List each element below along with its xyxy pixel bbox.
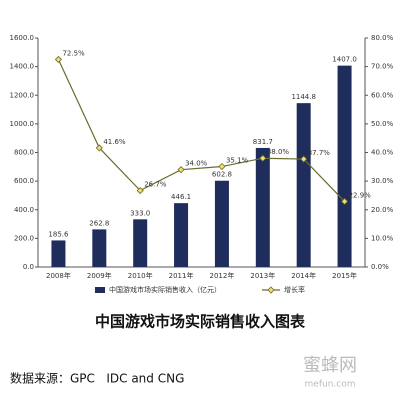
y-tick-label: 400.0	[14, 206, 34, 214]
y2-tick-label: 40.0%	[371, 149, 394, 157]
y-tick-label: 600.0	[14, 177, 34, 185]
bar	[255, 147, 270, 267]
x-tick-label: 2008年	[46, 271, 71, 280]
y-tick-label: 1400.0	[10, 63, 35, 71]
marker	[218, 162, 226, 171]
line-label: 41.6%	[103, 138, 126, 146]
x-tick-label: 2013年	[250, 271, 275, 280]
bar-label: 262.8	[89, 219, 109, 227]
bar	[51, 240, 66, 267]
line	[57, 59, 345, 202]
chart-title: 中国游戏市场实际销售收入图表	[95, 313, 306, 331]
y-tick-label: 200.0	[14, 234, 34, 242]
y-tick-label: 0.0	[23, 263, 34, 271]
line-label: 26.7%	[144, 181, 167, 189]
marker	[177, 166, 185, 174]
line-label: 38.0%	[267, 148, 290, 156]
legend-marker	[267, 286, 275, 294]
bar	[214, 180, 229, 267]
y2-tick-label: 10.0%	[371, 234, 394, 242]
y2-tick-label: 30.0%	[371, 177, 394, 185]
marker	[136, 187, 144, 195]
x-tick-label: 2010年	[128, 271, 153, 280]
legend-label: 中国游戏市场实际销售收入（亿元）	[109, 285, 221, 294]
legend-swatch	[95, 287, 105, 293]
legend-label: 增长率	[284, 285, 305, 294]
x-tick-label: 2014年	[291, 271, 316, 280]
x-tick-label: 2012年	[210, 271, 235, 280]
y2-tick-label: 50.0%	[371, 120, 394, 128]
y2-tick-label: 70.0%	[371, 63, 394, 71]
bar	[174, 203, 189, 267]
marker	[259, 154, 267, 162]
marker	[54, 55, 63, 64]
y-tick-label: 800.0	[14, 149, 34, 157]
bar-label: 185.6	[48, 230, 69, 238]
bar-label: 1407.0	[332, 56, 357, 64]
bar-label: 602.8	[212, 171, 232, 179]
y2-tick-label: 60.0%	[371, 91, 394, 99]
y-tick-label: 1000.0	[10, 120, 35, 128]
marker	[340, 197, 349, 206]
marker	[95, 144, 103, 152]
watermark: 蜜蜂网	[303, 355, 357, 376]
line-label: 22.9%	[349, 191, 372, 199]
line-label: 35.1%	[226, 157, 249, 165]
y-tick-label: 1200.0	[10, 91, 35, 99]
y-tick-label: 1600.0	[10, 34, 35, 42]
marker	[300, 155, 308, 163]
watermark-url: mefun.com	[305, 380, 356, 390]
bar-label: 831.7	[253, 138, 273, 146]
y2-tick-label: 20.0%	[371, 206, 394, 214]
line-label: 37.7%	[308, 149, 331, 157]
bar	[337, 65, 352, 267]
x-tick-label: 2011年	[169, 271, 194, 280]
bar	[92, 229, 107, 267]
line-label: 72.5%	[62, 49, 85, 57]
source: 数据来源：GPC IDC and CNG	[10, 371, 184, 386]
bar-label: 333.0	[130, 209, 150, 217]
bar	[296, 103, 311, 267]
x-tick-label: 2009年	[87, 271, 112, 280]
bar	[133, 219, 148, 267]
y2-tick-label: 80.0%	[371, 34, 394, 42]
line-label: 34.0%	[185, 160, 208, 168]
y2-tick-label: 0.0%	[371, 263, 389, 271]
x-tick-label: 2015年	[332, 271, 357, 280]
bar-label: 446.1	[171, 193, 191, 201]
bar-label: 1144.8	[291, 93, 316, 101]
